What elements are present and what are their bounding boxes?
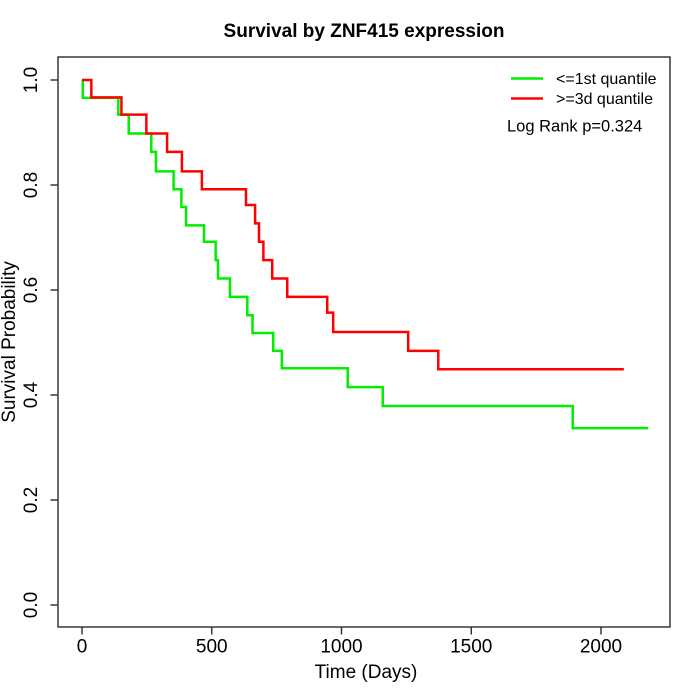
y-axis-title: Survival Probability (0, 261, 20, 423)
x-tick-label: 2000 (580, 637, 622, 658)
x-tick-label: 1000 (320, 637, 362, 658)
x-tick-label: 0 (77, 637, 88, 658)
x-axis-title: Time (Days) (315, 662, 418, 683)
km-curve-red (82, 78, 624, 371)
y-tick-label: 1.0 (21, 67, 42, 93)
y-tick-label: 0.8 (21, 172, 42, 198)
km-curve-green (81, 78, 649, 430)
y-tick-label: 0.6 (21, 277, 42, 303)
x-axis: 0 500 1000 1500 2000 (77, 627, 622, 658)
y-axis: 0.0 0.2 0.4 0.6 0.8 1.0 (21, 67, 58, 618)
log-rank-note: Log Rank p=0.324 (507, 118, 642, 136)
legend-label-red: >=3d quantile (556, 91, 653, 108)
chart-title: Survival by ZNF415 expression (224, 21, 505, 42)
x-tick-label: 1500 (450, 637, 492, 658)
y-tick-label: 0.4 (21, 381, 42, 408)
km-curves (81, 78, 649, 430)
legend-label-green: <=1st quantile (556, 71, 657, 88)
legend: <=1st quantile >=3d quantile Log Rank p=… (507, 71, 657, 136)
y-tick-label: 0.0 (21, 592, 42, 618)
plot-box (57, 56, 671, 628)
x-tick-label: 500 (196, 637, 228, 658)
y-tick-label: 0.2 (21, 487, 42, 513)
